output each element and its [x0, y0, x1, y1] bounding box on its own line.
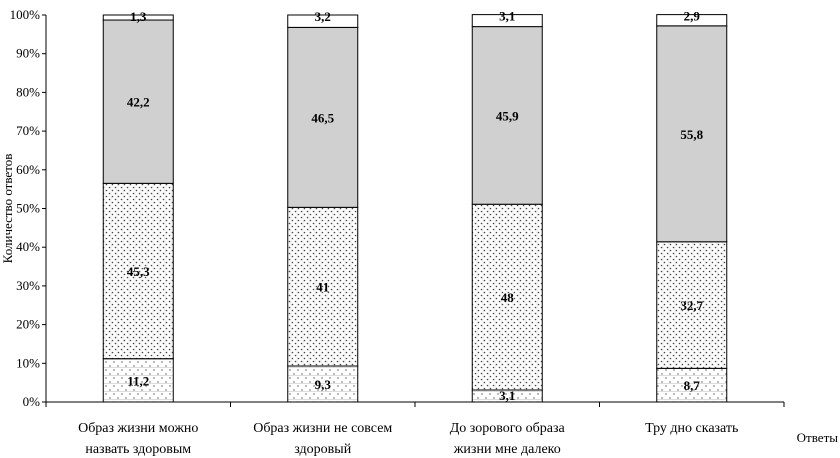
- y-tick-label: 80%: [16, 84, 40, 99]
- data-label: 32,7: [680, 298, 703, 313]
- category-label: здоровый: [294, 442, 351, 457]
- data-label: 3,2: [315, 9, 331, 24]
- data-label: 42,2: [127, 95, 150, 110]
- data-label: 11,2: [127, 373, 149, 388]
- bar-segment: [656, 14, 728, 27]
- bar-segment: [656, 367, 728, 403]
- bar-segment: [102, 14, 174, 21]
- y-tick-label: 50%: [16, 201, 40, 216]
- data-label: 45,3: [127, 264, 150, 279]
- data-label: 55,8: [680, 127, 703, 142]
- y-tick-label: 40%: [16, 239, 40, 254]
- bar-segment: [656, 241, 728, 369]
- category-label: назвать здоровым: [85, 442, 191, 457]
- data-label: 41: [316, 280, 329, 295]
- category-label: До зорового образа: [450, 421, 566, 436]
- bar-segment: [471, 203, 543, 391]
- data-label: 45,9: [496, 108, 519, 123]
- data-label: 48: [501, 290, 515, 305]
- data-label: 9,3: [315, 377, 332, 392]
- data-label: 8,7: [684, 378, 701, 393]
- y-tick-label: 100%: [10, 7, 41, 22]
- data-label: 1,3: [130, 9, 147, 24]
- y-tick-label: 10%: [16, 355, 40, 370]
- y-tick-label: 0%: [23, 394, 41, 409]
- y-tick-label: 70%: [16, 123, 40, 138]
- bar-segment: [656, 25, 728, 243]
- y-tick-label: 20%: [16, 317, 40, 332]
- category-label: жизни мне далеко: [453, 442, 561, 457]
- y-tick-label: 30%: [16, 278, 40, 293]
- data-label: 3,1: [499, 9, 515, 24]
- y-tick-label: 60%: [16, 162, 40, 177]
- category-label: Тру дно сказать: [645, 421, 738, 436]
- data-label: 3,1: [499, 388, 515, 403]
- bar-segment: [287, 206, 359, 367]
- data-label: 46,5: [311, 110, 334, 125]
- bar-segment: [471, 26, 543, 205]
- x-axis-title: Ответы: [797, 430, 839, 445]
- bar-segment: [471, 14, 543, 28]
- data-label: 2,9: [684, 9, 701, 24]
- category-label: Образ жизни не совсем: [253, 421, 392, 436]
- category-label: Образ жизни можно: [78, 421, 198, 436]
- y-tick-label: 90%: [16, 46, 40, 61]
- bar-segment: [287, 26, 359, 208]
- y-axis-title: Количество ответов: [0, 154, 15, 264]
- bar-segment: [287, 14, 359, 28]
